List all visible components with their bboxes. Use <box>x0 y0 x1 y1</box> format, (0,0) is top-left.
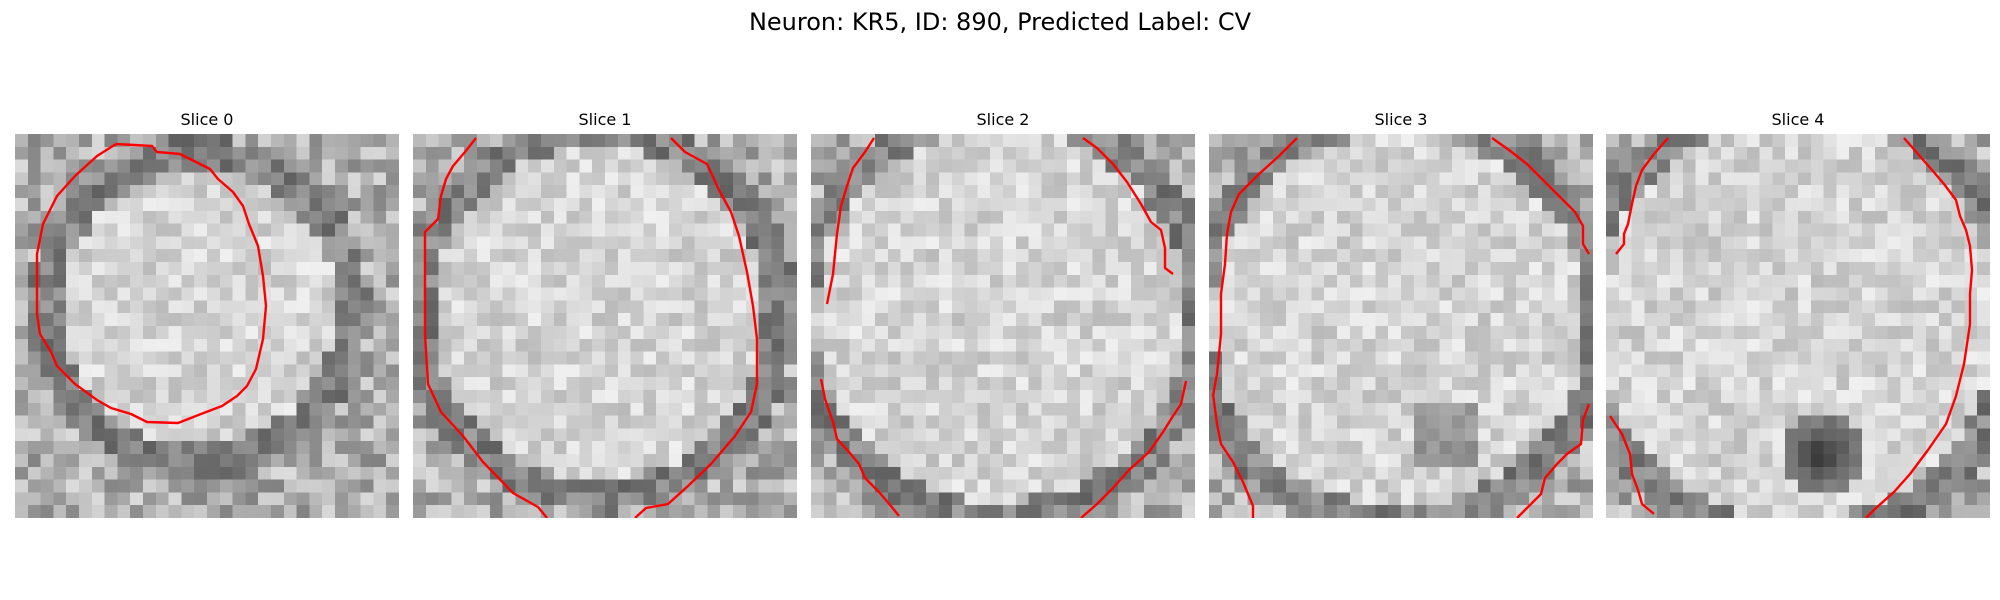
slice-3-contour-segment-0 <box>1211 137 1298 397</box>
slice-4-contour-segment-1 <box>1865 137 1974 518</box>
slice-1-contour-segment-0 <box>423 137 548 518</box>
slice-3-title: Slice 3 <box>1374 110 1428 129</box>
slice-0-contour <box>35 142 268 425</box>
figure-title: Neuron: KR5, ID: 890, Predicted Label: C… <box>748 8 1252 36</box>
slice-0-image <box>15 134 399 518</box>
slice-1-contour-segment-1 <box>634 137 759 518</box>
slice-4-panel <box>1606 134 1990 518</box>
slice-2-contour-segment-0 <box>825 137 876 305</box>
slice-2-contour-segment-3 <box>1080 380 1188 518</box>
slice-4-contour <box>1609 137 1974 518</box>
slice-3-contour-segment-2 <box>1211 393 1255 518</box>
slice-3-contour-segment-3 <box>1516 403 1591 518</box>
slice-2-title: Slice 2 <box>976 110 1030 129</box>
slice-2-panel <box>811 134 1195 518</box>
slice-4-contour-segment-0 <box>1615 137 1669 255</box>
slice-3-contour <box>1211 137 1591 518</box>
slice-1-title: Slice 1 <box>578 110 632 129</box>
slice-0-title: Slice 0 <box>180 110 234 129</box>
slice-2-contour-segment-2 <box>819 378 900 517</box>
slice-1-panel <box>413 134 797 518</box>
slice-3-panel <box>1209 134 1593 518</box>
slice-0-contour-segment-0 <box>35 142 268 425</box>
slice-2-contour <box>819 137 1188 518</box>
slice-4-title: Slice 4 <box>1771 110 1825 129</box>
slice-0-panel <box>15 134 399 518</box>
slice-4-contour-segment-2 <box>1609 415 1655 515</box>
slice-2-contour-segment-1 <box>1082 137 1174 275</box>
slice-3-image <box>1209 134 1593 518</box>
slice-2-image <box>811 134 1195 518</box>
slice-1-contour <box>423 137 759 518</box>
slice-3-contour-segment-1 <box>1491 137 1591 255</box>
